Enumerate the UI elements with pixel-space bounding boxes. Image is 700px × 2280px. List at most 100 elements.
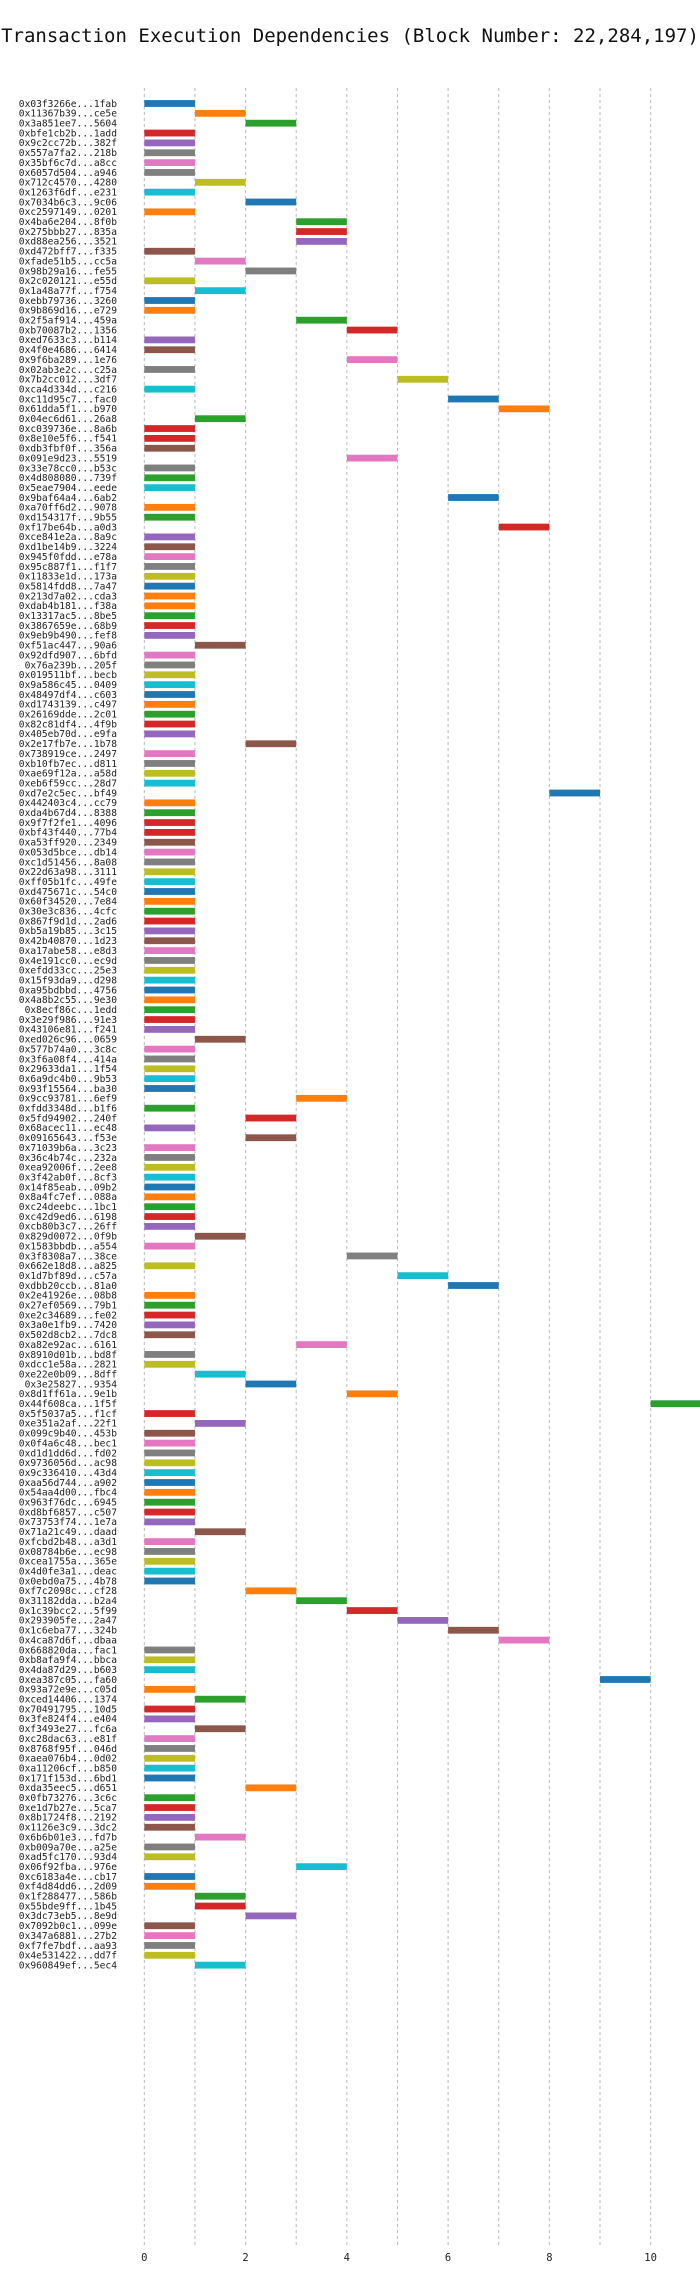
y-tick-label: 0xd1be14b9...3224 (19, 542, 117, 553)
bar (144, 277, 195, 285)
y-tick-label: 0xfdd3348d...b1f6 (19, 1104, 117, 1115)
bar (144, 1203, 195, 1211)
y-tick-label: 0xf4d84dd6...2d09 (19, 1882, 117, 1893)
bar (346, 1390, 398, 1398)
bar (144, 976, 195, 984)
bar (144, 592, 195, 600)
bar (144, 100, 195, 107)
y-tick-label: 0x8768f95f...046d (19, 1744, 117, 1755)
y-tick-label: 0xc42d9ed6...6198 (19, 1212, 117, 1223)
y-tick-label: 0x577b74a0...3c8c (19, 1044, 117, 1055)
bar (144, 169, 195, 176)
bar (144, 484, 195, 492)
y-tick-label: 0x738919ce...2497 (19, 749, 117, 760)
y-tick-label: 0xc039736e...8a6b (19, 424, 117, 435)
bar (144, 1439, 195, 1447)
bar (448, 1282, 499, 1289)
bar (144, 1557, 195, 1565)
y-tick-label: 0x0fb73276...3c6c (19, 1793, 117, 1804)
y-tick-label: 0xe351a2af...22f1 (19, 1419, 117, 1430)
y-tick-label: 0x053d5bce...db14 (19, 847, 117, 858)
y-tick-label: 0xfade51b5...cc5a (19, 256, 117, 267)
bar (144, 1242, 195, 1250)
bar (296, 1597, 347, 1605)
y-tick-label: 0x2e41926e...08b8 (19, 1291, 117, 1302)
y-tick-label: 0x275bbb27...835a (19, 227, 117, 238)
bar (144, 612, 195, 620)
bar (194, 1892, 246, 1900)
y-tick-label: 0x98b29a16...fe55 (19, 266, 117, 277)
bar (144, 700, 195, 708)
bar (144, 1085, 195, 1092)
bar (194, 257, 246, 265)
bar (144, 149, 195, 157)
bar (144, 1449, 195, 1457)
bar (144, 1498, 195, 1506)
y-tick-label: 0x8ecf86c...1edd (25, 1005, 117, 1016)
bar (144, 622, 195, 629)
bar (144, 1518, 195, 1526)
y-tick-label: 0x1a48a77f...f754 (19, 286, 117, 297)
y-tick-label: 0x4e191cc0...ec9d (19, 956, 117, 967)
y-tick-label: 0x405eb70d...e9fa (19, 729, 117, 740)
y-tick-label: 0x662e18d8...a825 (19, 1261, 117, 1272)
bar (144, 1508, 195, 1516)
y-tick-label: 0xbf43f440...77b4 (19, 828, 117, 839)
y-tick-label: 0x2e17fb7e...1b78 (19, 739, 117, 750)
y-tick-label: 0xb009a70e...a25e (19, 1842, 117, 1853)
bar (144, 385, 195, 393)
bar (245, 1912, 297, 1920)
y-tick-label: 0x7092b0c1...099e (19, 1921, 117, 1932)
bar (498, 523, 550, 531)
y-tick-label: 0x1126e3c9...3dc2 (19, 1823, 117, 1834)
bar (245, 1380, 297, 1388)
y-tick-label: 0x867f9d1d...2ad6 (19, 916, 117, 927)
bar (144, 553, 195, 560)
bar (144, 838, 195, 846)
y-tick-label: 0xd88ea256...3521 (19, 237, 117, 248)
y-tick-label: 0xa82e92ac...6161 (19, 1340, 117, 1351)
y-tick-label: 0x71039b6a...3c23 (19, 1143, 117, 1154)
bar (144, 336, 195, 344)
bar (144, 986, 195, 994)
y-tick-label: 0xea92006f...2ee8 (19, 1163, 117, 1174)
bar (194, 1961, 246, 1969)
y-tick-label: 0x92dfd907...6bfd (19, 650, 117, 661)
bar (144, 346, 195, 354)
y-tick-label: 0x1263f6df...e231 (19, 187, 117, 198)
y-tick-label: 0xe22e0b09...8dff (19, 1369, 117, 1380)
bar (144, 1685, 195, 1693)
y-tick-label: 0xe2c34689...fe02 (19, 1310, 117, 1321)
bar (144, 1823, 195, 1831)
y-tick-label: 0xc6183a4e...cb17 (19, 1872, 117, 1883)
y-tick-label: 0x213d7a02...cda3 (19, 591, 117, 602)
y-tick-label: 0xea387c05...fa60 (19, 1675, 117, 1686)
y-tick-label: 0xebb79736...3260 (19, 296, 117, 307)
y-tick-label: 0xda4b67d4...8388 (19, 808, 117, 819)
y-tick-label: 0x13317ac5...8be5 (19, 611, 117, 622)
bar (144, 582, 195, 590)
y-tick-label: 0x08784b6e...ec98 (19, 1547, 117, 1558)
bar (144, 1764, 195, 1772)
bar (144, 947, 195, 954)
bar (194, 1902, 246, 1910)
y-tick-label: 0xd1d1dd6d...fd02 (19, 1448, 117, 1459)
y-tick-label: 0x2c020121...e55d (19, 276, 117, 287)
y-tick-label: 0x43106e81...f241 (19, 1025, 117, 1036)
bar (144, 1951, 195, 1959)
y-tick-label: 0x3fe824f4...e404 (19, 1714, 117, 1725)
bar (144, 878, 195, 886)
bar (144, 159, 195, 166)
y-tick-label: 0x4ca87d6f...dbaa (19, 1635, 117, 1646)
bar (144, 1124, 195, 1132)
y-tick-label: 0xdb3fbf0f...356a (19, 444, 117, 455)
y-tick-label: 0xced14406...1374 (19, 1695, 117, 1706)
bar (144, 1193, 195, 1201)
y-tick-label: 0xa53ff920...2349 (19, 838, 117, 849)
bar (144, 1351, 195, 1358)
y-tick-label: 0x1f288477...586b (19, 1892, 117, 1903)
y-tick-label: 0x502d8cb2...7dc8 (19, 1330, 117, 1341)
bar (144, 543, 195, 551)
bar (194, 1725, 246, 1733)
bar (144, 681, 195, 689)
